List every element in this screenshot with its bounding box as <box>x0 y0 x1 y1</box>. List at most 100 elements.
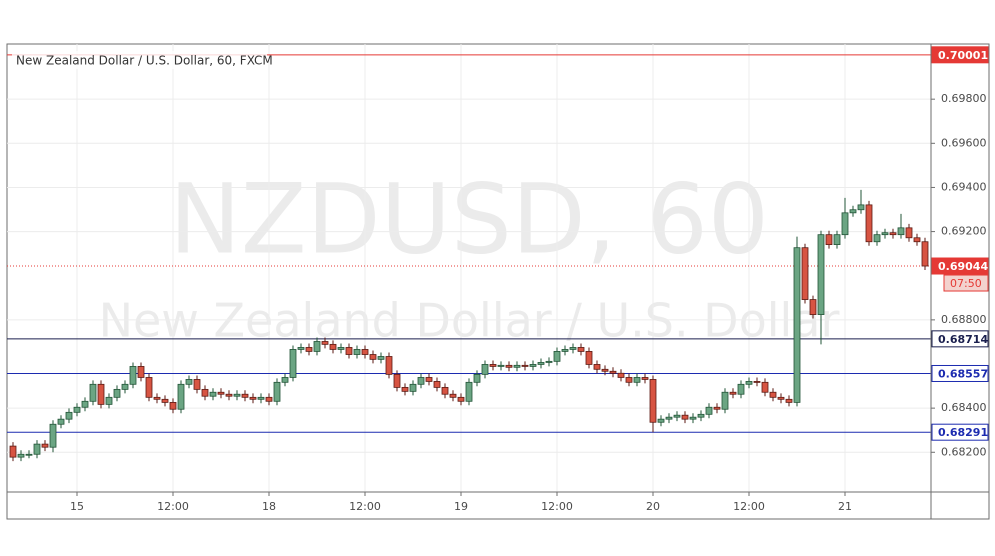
candle-body <box>345 347 353 355</box>
candle-body <box>705 406 713 415</box>
candle-body <box>225 393 233 397</box>
x-tick-label: 15 <box>70 500 84 513</box>
candle-body <box>625 377 633 383</box>
candle-body <box>417 377 425 385</box>
candle-body <box>353 349 361 355</box>
candle-body <box>57 418 65 425</box>
candle-body <box>321 341 329 345</box>
price-level-label: 0.68557 <box>938 367 988 380</box>
candle-body <box>665 416 673 420</box>
candle-body <box>497 364 505 367</box>
candle-body <box>897 227 905 236</box>
candle-body <box>473 373 481 383</box>
candle-body <box>393 373 401 388</box>
candles <box>9 189 929 462</box>
watermark-subtitle: New Zealand Dollar / U.S. Dollar <box>99 294 840 348</box>
candle-body <box>9 445 17 458</box>
candle-body <box>537 362 545 365</box>
candle-body <box>761 381 769 393</box>
candle-body <box>161 398 169 403</box>
chart-title: New Zealand Dollar / U.S. Dollar, 60, FX… <box>16 54 273 68</box>
candle-body <box>313 341 321 352</box>
candle-body <box>433 381 441 388</box>
candle-body <box>737 383 745 395</box>
candle-body <box>505 364 513 368</box>
candle-body <box>721 391 729 410</box>
candle-body <box>609 370 617 374</box>
candle-body <box>121 383 129 390</box>
chart-frame <box>6 43 990 520</box>
candle-body <box>889 232 897 236</box>
x-tick-label: 19 <box>454 500 468 513</box>
price-level-label: 0.69044 <box>938 260 988 273</box>
candle-body <box>457 396 465 402</box>
candle-body <box>809 299 817 315</box>
candle-body <box>249 396 257 400</box>
candle-body <box>545 360 553 363</box>
candle-body <box>193 379 201 390</box>
x-tick-label: 12:00 <box>733 500 765 513</box>
y-tick-label: 0.69200 <box>941 225 987 238</box>
levels <box>7 54 931 433</box>
candle-body <box>377 356 385 360</box>
candle-body <box>73 406 81 413</box>
watermark: NZDUSD, 60 <box>169 163 769 275</box>
countdown: 07:50 <box>950 277 982 290</box>
candle-body <box>529 364 537 367</box>
candle-body <box>697 413 705 418</box>
candle-body <box>593 364 601 370</box>
candle-body <box>833 234 841 246</box>
candle-body <box>337 347 345 350</box>
candle-body <box>153 396 161 400</box>
candle-body <box>905 227 913 239</box>
candle-body <box>265 396 273 402</box>
y-tick-label: 0.68800 <box>941 313 987 326</box>
candle-body <box>561 349 569 352</box>
candle-body <box>857 204 865 211</box>
candle-body <box>65 411 73 420</box>
candle-body <box>145 377 153 398</box>
candle-body <box>681 414 689 420</box>
price-level-label-box <box>931 423 989 441</box>
candle-body <box>713 406 721 410</box>
candle-body <box>617 372 625 378</box>
candle-body <box>841 212 849 236</box>
candle-body <box>369 354 377 360</box>
price-level-label: 0.68291 <box>938 426 988 439</box>
price-level-label: 0.70001 <box>938 49 988 62</box>
axes: 0.68200 0.68400 0.68800 0.69200 0.69400 0.696… <box>70 46 989 513</box>
candle-body <box>601 368 609 372</box>
candle-body <box>865 204 873 243</box>
candle-body <box>113 388 121 398</box>
candle-body <box>921 241 929 267</box>
y-tick-label: 0.69800 <box>941 92 987 105</box>
candle-body <box>873 234 881 243</box>
candle-body <box>217 391 225 395</box>
y-tick-label: 0.69400 <box>941 180 987 193</box>
candle-body <box>425 377 433 382</box>
y-tick-label: 0.68400 <box>941 401 987 414</box>
candle-body <box>649 379 657 423</box>
candle-body <box>201 388 209 397</box>
candle-body <box>233 393 241 397</box>
price-level-label: 0.68714 <box>938 333 988 346</box>
candle-body <box>297 347 305 350</box>
candle-body <box>409 383 417 392</box>
price-level-label-box <box>931 364 989 382</box>
candle-body <box>577 347 585 352</box>
price-level-label-box <box>931 46 989 64</box>
x-tick-label: 21 <box>838 500 852 513</box>
candle-body <box>657 418 665 423</box>
candle-body <box>49 423 57 448</box>
candle-body <box>25 453 33 456</box>
y-tick-label: 0.69600 <box>941 136 987 149</box>
candle-body <box>569 347 577 350</box>
candle-body <box>273 381 281 402</box>
x-tick-label: 18 <box>262 500 276 513</box>
candle-body <box>633 377 641 383</box>
candle-body <box>817 234 825 315</box>
candle-body <box>177 383 185 410</box>
candle-body <box>481 364 489 375</box>
countdown-box <box>943 274 989 292</box>
candle-body <box>689 416 697 420</box>
